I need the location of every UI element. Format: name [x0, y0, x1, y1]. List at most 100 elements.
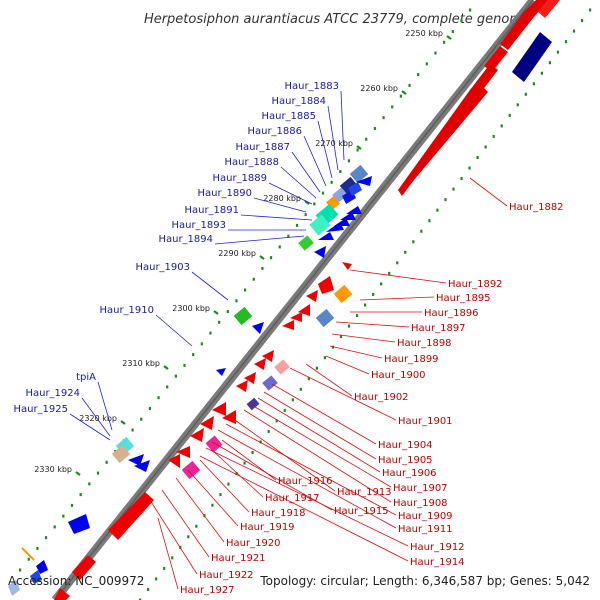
gene-label-reverse[interactable]: Haur_1906 — [382, 468, 437, 479]
gene-label-forward[interactable]: Haur_1893 — [171, 220, 226, 231]
gene-haur-1902[interactable] — [274, 359, 290, 375]
gene-label-reverse[interactable]: Haur_1922 — [199, 570, 254, 581]
gene-forward-arrow-13[interactable] — [134, 460, 150, 472]
gene-label-reverse[interactable]: Haur_1912 — [410, 542, 465, 553]
gene-haur-1882[interactable] — [398, 82, 488, 196]
gene-haur-1904[interactable] — [262, 375, 278, 391]
gene-haur-1897[interactable] — [315, 308, 335, 328]
leader-line-reverse — [221, 439, 277, 481]
gene-label-reverse[interactable]: Haur_1915 — [334, 506, 389, 517]
gene-label-reverse[interactable]: Haur_1896 — [424, 308, 479, 319]
gene-reverse-arrow-6[interactable] — [262, 350, 274, 362]
gene-haur-1905[interactable] — [246, 397, 260, 411]
gene-label-reverse[interactable]: Haur_1895 — [436, 293, 491, 304]
gene-haur-1895[interactable] — [333, 284, 353, 304]
gene-reverse-arrow-5[interactable] — [282, 320, 294, 330]
gene-label-forward[interactable]: Haur_1888 — [224, 157, 279, 168]
gene-label-reverse[interactable]: Haur_1916 — [278, 476, 333, 487]
gene-label-reverse[interactable]: Haur_1905 — [378, 455, 433, 466]
gene-forward-small-1[interactable] — [36, 560, 48, 574]
gc-dot-inner — [355, 314, 359, 318]
gene-haur-1903[interactable] — [233, 306, 253, 326]
gene-forward-arrow-10[interactable] — [252, 322, 264, 334]
gene-haur-1883[interactable] — [349, 164, 369, 184]
gene-haur-1885[interactable] — [332, 187, 348, 203]
gene-forward-arrow-9[interactable] — [314, 246, 326, 258]
gene-label-forward[interactable]: Haur_1884 — [271, 96, 326, 107]
gene-label-reverse[interactable]: Haur_1920 — [226, 538, 281, 549]
gene-reverse-arrow-14[interactable] — [176, 446, 190, 458]
gene-label-forward[interactable]: Haur_1894 — [158, 234, 213, 245]
gene-label-reverse[interactable]: Haur_1917 — [265, 493, 320, 504]
gc-dot-outer — [27, 557, 30, 561]
gene-haur-1892[interactable] — [342, 262, 352, 270]
gene-reverse-arrow-13[interactable] — [190, 428, 204, 442]
gene-haur-1927-block[interactable] — [108, 492, 154, 540]
gene-label-forward[interactable]: Haur_1889 — [212, 173, 267, 184]
gene-reverse-mid2[interactable] — [470, 64, 498, 96]
gene-reverse-arrow-2[interactable] — [306, 290, 318, 302]
gene-reverse-arrow-9[interactable] — [236, 380, 248, 392]
gene-forward-dark-1[interactable] — [512, 32, 552, 82]
gene-haur-1888[interactable] — [309, 214, 331, 236]
gene-label-forward[interactable]: tpiA — [76, 372, 96, 383]
gene-label-reverse[interactable]: Haur_1913 — [337, 487, 392, 498]
gene-reverse-arrow-12[interactable] — [200, 416, 214, 430]
gene-reverse-arrow-4[interactable] — [290, 312, 302, 322]
gene-label-reverse[interactable]: Haur_1901 — [398, 416, 453, 427]
gene-label-forward[interactable]: Haur_1885 — [261, 111, 316, 122]
gene-reverse-large-top[interactable] — [500, 0, 548, 50]
gene-label-reverse[interactable]: Haur_1914 — [410, 557, 465, 568]
gene-forward-arrow-3[interactable] — [356, 176, 372, 186]
gene-label-forward[interactable]: Haur_1887 — [235, 142, 290, 153]
gene-reverse-arrow-8[interactable] — [244, 372, 256, 384]
gene-forward-arrow-2[interactable] — [348, 182, 362, 196]
gene-label-reverse[interactable]: Haur_1907 — [393, 483, 448, 494]
gene-label-forward[interactable]: Haur_1886 — [247, 126, 302, 137]
gene-label-forward[interactable]: Haur_1925 — [13, 404, 68, 415]
gene-label-reverse[interactable]: Haur_1897 — [411, 323, 466, 334]
gene-label-reverse[interactable]: Haur_1902 — [354, 392, 409, 403]
gene-reverse-top-right[interactable] — [538, 0, 560, 18]
gene-bottom-left-light[interactable] — [8, 580, 20, 596]
gene-label-forward[interactable]: Haur_1924 — [25, 388, 80, 399]
gene-label-forward[interactable]: Haur_1891 — [184, 205, 239, 216]
gene-label-forward[interactable]: Haur_1890 — [197, 188, 252, 199]
gene-label-reverse[interactable]: Haur_1904 — [378, 440, 433, 451]
gene-haur-1893[interactable] — [298, 235, 314, 251]
gene-label-reverse[interactable]: Haur_1900 — [371, 370, 426, 381]
gene-haur-1913[interactable] — [205, 435, 223, 453]
gene-forward-arrow-8[interactable] — [318, 232, 334, 240]
gene-reverse-arrow-1[interactable] — [318, 276, 334, 294]
gene-reverse-bottom-2[interactable] — [54, 588, 70, 600]
gene-reverse-arrow-15[interactable] — [168, 454, 180, 468]
gene-label-forward[interactable]: Haur_1883 — [284, 81, 339, 92]
gene-label-reverse[interactable]: Haur_1911 — [398, 524, 453, 535]
gene-label-reverse[interactable]: Haur_1908 — [393, 498, 448, 509]
gene-label-reverse[interactable]: Haur_1918 — [251, 508, 306, 519]
gene-forward-arrow-7[interactable] — [346, 206, 362, 214]
gene-label-reverse[interactable]: Haur_1919 — [240, 522, 295, 533]
gene-forward-arrow-14[interactable] — [68, 514, 90, 534]
gene-label-forward[interactable]: Haur_1910 — [99, 305, 154, 316]
gene-forward-arrow-11[interactable] — [216, 368, 226, 376]
gene-forward-arrow-12[interactable] — [128, 454, 144, 466]
gene-label-reverse[interactable]: Haur_1892 — [448, 279, 503, 290]
gene-haur-1924[interactable] — [111, 444, 131, 464]
gene-haur-1916[interactable] — [181, 460, 201, 480]
gc-dot-outer — [408, 83, 411, 87]
gene-tiny-orange[interactable] — [21, 547, 35, 561]
gene-reverse-arrow-10[interactable] — [212, 402, 226, 416]
gene-reverse-arrow-7[interactable] — [254, 358, 266, 370]
gene-forward-small-2[interactable] — [30, 570, 42, 584]
gene-label-reverse[interactable]: Haur_1921 — [211, 553, 266, 564]
gene-label-reverse[interactable]: Haur_1927 — [180, 585, 235, 596]
gene-reverse-bottom-1[interactable] — [72, 555, 96, 580]
gene-label-forward[interactable]: Haur_1903 — [135, 262, 190, 273]
gene-haur-1884[interactable] — [339, 176, 359, 196]
gene-label-reverse[interactable]: Haur_1882 — [509, 202, 564, 213]
gene-label-reverse[interactable]: Haur_1898 — [397, 338, 452, 349]
gene-label-reverse[interactable]: Haur_1909 — [398, 511, 453, 522]
gene-reverse-arrow-11[interactable] — [222, 410, 236, 424]
gene-label-reverse[interactable]: Haur_1899 — [384, 354, 439, 365]
